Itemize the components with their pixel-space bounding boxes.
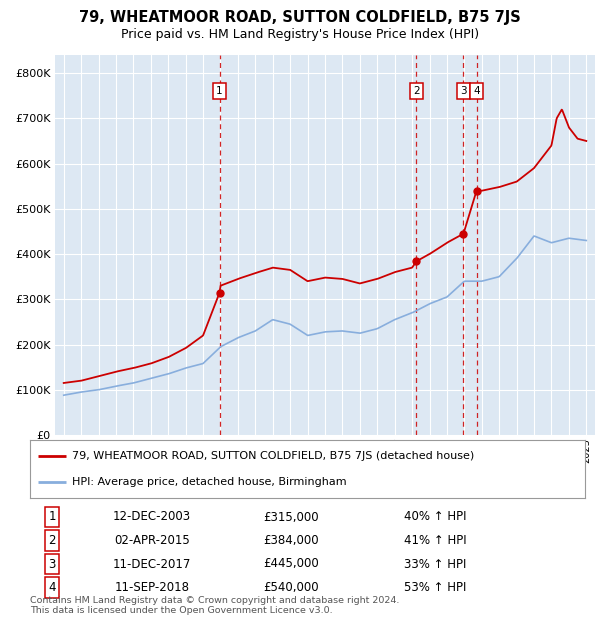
Text: Price paid vs. HM Land Registry's House Price Index (HPI): Price paid vs. HM Land Registry's House … [121, 28, 479, 41]
Text: 3: 3 [49, 557, 56, 570]
Text: HPI: Average price, detached house, Birmingham: HPI: Average price, detached house, Birm… [71, 477, 346, 487]
Text: 79, WHEATMOOR ROAD, SUTTON COLDFIELD, B75 7JS (detached house): 79, WHEATMOOR ROAD, SUTTON COLDFIELD, B7… [71, 451, 474, 461]
Text: 02-APR-2015: 02-APR-2015 [114, 534, 190, 547]
Text: £384,000: £384,000 [263, 534, 319, 547]
Text: 33% ↑ HPI: 33% ↑ HPI [404, 557, 466, 570]
Text: £540,000: £540,000 [263, 581, 319, 594]
Text: 4: 4 [473, 86, 480, 96]
Text: 40% ↑ HPI: 40% ↑ HPI [404, 510, 466, 523]
Text: £315,000: £315,000 [263, 510, 319, 523]
Text: 1: 1 [49, 510, 56, 523]
Text: 2: 2 [49, 534, 56, 547]
Text: 53% ↑ HPI: 53% ↑ HPI [404, 581, 466, 594]
Text: 2: 2 [413, 86, 420, 96]
Text: 41% ↑ HPI: 41% ↑ HPI [404, 534, 466, 547]
Text: 1: 1 [217, 86, 223, 96]
Text: 79, WHEATMOOR ROAD, SUTTON COLDFIELD, B75 7JS: 79, WHEATMOOR ROAD, SUTTON COLDFIELD, B7… [79, 10, 521, 25]
Text: 11-SEP-2018: 11-SEP-2018 [115, 581, 190, 594]
Text: £445,000: £445,000 [263, 557, 319, 570]
Text: 4: 4 [49, 581, 56, 594]
Text: 3: 3 [460, 86, 467, 96]
Text: 11-DEC-2017: 11-DEC-2017 [113, 557, 191, 570]
Text: 12-DEC-2003: 12-DEC-2003 [113, 510, 191, 523]
Text: Contains HM Land Registry data © Crown copyright and database right 2024.
This d: Contains HM Land Registry data © Crown c… [30, 596, 400, 615]
